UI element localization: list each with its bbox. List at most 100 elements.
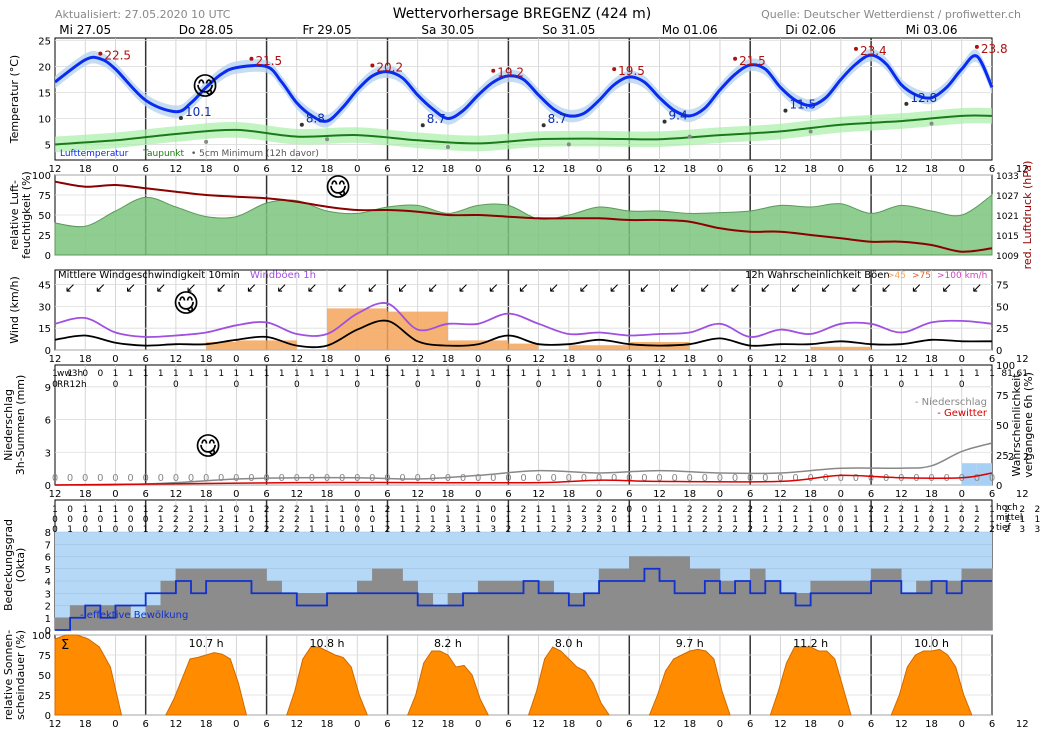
cloud-layer-code-hoch: 2: [762, 505, 768, 515]
wind-direction-arrow: ↙: [125, 281, 136, 296]
extreme-marker: [662, 119, 667, 124]
cloud-layer-code-mittel: 1: [460, 515, 466, 525]
precip-amount-label: 0: [505, 473, 511, 484]
precip-amount-label: 0: [596, 473, 602, 484]
wind-direction-arrow: ↙: [155, 281, 166, 296]
cloud-layer-code-tief: 1: [611, 525, 617, 535]
precip-amount-label: 0: [445, 473, 451, 484]
cloud-layer-code-tief: 2: [717, 525, 723, 535]
cloud-layer-code-hoch: 0: [823, 505, 829, 515]
hour-tick-label: 18: [804, 354, 817, 365]
day-label: Mi 27.05: [59, 23, 111, 37]
smiley-emoji: 😋: [194, 432, 221, 462]
cloud-cover-bar: [432, 605, 449, 631]
temp-ytick: 25: [38, 37, 51, 48]
hour-tick-label: 0: [354, 354, 360, 365]
min-5cm-marker: [445, 145, 450, 150]
cloud-layer-code-mittel: 0: [67, 515, 73, 525]
ww3h-code: 1: [143, 369, 149, 379]
extreme-marker: [974, 44, 979, 49]
extreme-marker: [904, 101, 909, 106]
cloud-cover-bar: [160, 580, 177, 631]
sunshine-area: [54, 634, 123, 716]
ww3h-code: 1: [113, 369, 119, 379]
sun-ylabel-line: relative Sonnen-: [2, 630, 15, 720]
cloud-layer-code-hoch: 2: [1019, 505, 1025, 515]
cloud-layer-code-hoch: 1: [97, 505, 103, 515]
precip-amount-label: 0: [989, 473, 995, 484]
cloud-ytick: 5: [45, 565, 51, 576]
cloud-cover-bar: [916, 580, 932, 631]
wind-direction-arrow: ↙: [639, 281, 650, 296]
hour-tick-label: 12: [532, 719, 545, 730]
dewpoint-band: [55, 107, 992, 153]
cloud-layer-code-hoch: 2: [294, 505, 300, 515]
hour-tick-label: 12: [49, 489, 62, 500]
cloud-layer-code-mittel: 2: [294, 515, 300, 525]
ww3h-code: 1: [430, 369, 436, 379]
cloud-cover-bar: [855, 580, 872, 631]
cloud-cover-bar: [795, 593, 811, 631]
cloud-layer-code-tief: 1: [370, 525, 376, 535]
cloud-cover-bar: [251, 568, 267, 631]
ww3h-code: 1: [339, 369, 345, 379]
rr12h-value: 0: [475, 380, 481, 390]
cloud-cover-bar: [538, 580, 554, 631]
precip-amount-label: 0: [671, 473, 677, 484]
legend-gust: Windböen 1h: [250, 270, 316, 281]
cloud-layer-code-mittel: 1: [536, 515, 542, 525]
cloud-layer-code-mittel: 3: [596, 515, 602, 525]
cloud-layer-code-tief: 2: [279, 525, 285, 535]
precip-prob-ylabel-line: Wahrscheinlichkeit: [1010, 373, 1023, 477]
day-label: Fr 29.05: [302, 23, 351, 37]
hour-tick-label: 6: [868, 164, 874, 175]
legend-lufttemperatur: Lufttemperatur: [60, 149, 129, 159]
cloud-layer-code-mittel: 1: [309, 515, 315, 525]
ww3h-code: 1: [747, 369, 753, 379]
ww3h-code: 1: [233, 369, 239, 379]
sun-ytick: 25: [38, 691, 51, 702]
cloud-layer-code-mittel: 2: [521, 515, 527, 525]
ww3h-code: 1: [264, 369, 270, 379]
cloud-layer-code-tief: 2: [249, 525, 255, 535]
gust-probability-bar: [206, 342, 237, 350]
wind-direction-arrow: ↙: [669, 281, 680, 296]
cloud-cover-bar: [462, 593, 479, 631]
hour-tick-label: 6: [747, 354, 753, 365]
temp-extreme-label: 21.5: [739, 54, 766, 68]
hour-tick-label: 18: [562, 354, 575, 365]
day-label: Di 02.06: [785, 23, 836, 37]
humidity-ytick: 25: [38, 231, 51, 242]
gust-probability-bar: [810, 346, 872, 350]
cloud-cover-bar: [976, 568, 993, 631]
cloud-layer-code-hoch: 0: [626, 505, 632, 515]
sun-ylabel: relative Sonnen-scheindauer (%): [2, 630, 27, 720]
temp-extreme-label: 8.8: [306, 112, 325, 126]
wind-direction-arrow: ↙: [65, 281, 76, 296]
cloud-layer-code-tief: 1: [324, 525, 330, 535]
cloud-layer-code-hoch: 1: [339, 505, 345, 515]
precip-amount-label: 0: [883, 473, 889, 484]
legend-prob-100: >100 km/h: [937, 271, 987, 281]
hour-tick-label: 18: [321, 719, 334, 730]
ww3h-code: 1: [974, 369, 980, 379]
sunshine-area: [286, 646, 369, 716]
hour-tick-label: 0: [112, 164, 118, 175]
cloud-cover-bar: [931, 580, 947, 631]
hour-tick-label: 0: [959, 354, 965, 365]
hour-tick-label: 0: [354, 489, 360, 500]
hour-tick-label: 6: [626, 164, 632, 175]
cloud-layer-code-hoch: 2: [702, 505, 708, 515]
cloud-layer-code-mittel: 1: [808, 515, 814, 525]
cloud-layer-code-mittel: 1: [203, 515, 209, 525]
cloud-layer-code-tief: 2: [944, 525, 950, 535]
cloud-cover-bar: [311, 593, 328, 631]
cloud-layer-code-tief: 2: [732, 525, 738, 535]
hour-tick-label: 18: [321, 354, 334, 365]
cloud-layer-code-hoch: 2: [687, 505, 693, 515]
precip-ytick: 3: [45, 448, 51, 459]
cloud-layer-code-tief: 1: [823, 525, 829, 535]
cloud-layer-code-mittel: 1: [1034, 515, 1040, 525]
rr12h-value: 0: [596, 380, 602, 390]
hour-tick-label: 18: [79, 719, 92, 730]
